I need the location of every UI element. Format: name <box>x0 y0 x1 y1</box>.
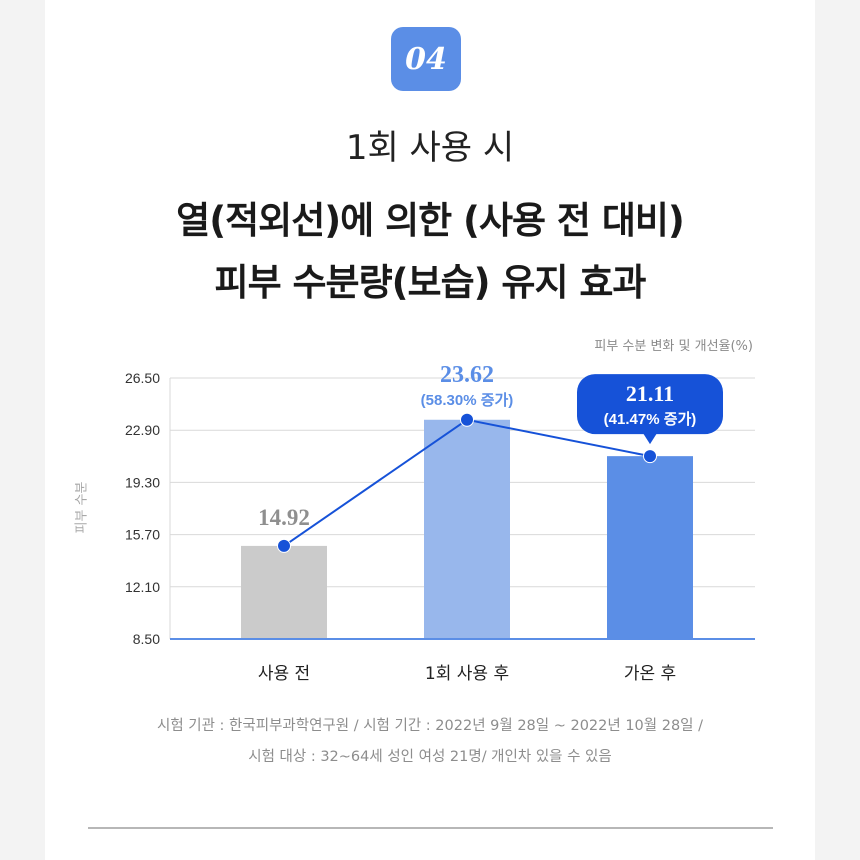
value-label: 23.62 <box>440 362 494 388</box>
data-point <box>460 412 474 427</box>
y-tick-label: 26.50 <box>125 370 160 386</box>
y-tick-label: 22.90 <box>125 422 160 438</box>
bottom-divider <box>88 827 773 829</box>
step-badge: 04 <box>391 27 461 91</box>
increase-label: (41.47% 증가) <box>604 411 697 428</box>
y-tick-label: 12.10 <box>125 579 160 595</box>
section-subtitle: 1회 사용 시 <box>345 128 515 168</box>
callout-bubble <box>577 374 723 435</box>
section-title-line-2: 피부 수분량(보습) 유지 효과 <box>214 261 647 304</box>
bar <box>241 545 327 639</box>
value-label: 21.11 <box>626 381 674 406</box>
data-point <box>277 538 291 553</box>
y-tick-label: 8.50 <box>133 631 160 647</box>
bar <box>424 419 510 639</box>
x-tick-label: 1회 사용 후 <box>425 664 509 684</box>
callout-pointer <box>643 433 657 445</box>
chart-legend-note: 피부 수분 변화 및 개선율(%) <box>594 339 753 354</box>
footnote-test-info: 시험 기관 : 한국피부과학연구원 / 시험 기간 : 2022년 9월 28일… <box>156 718 704 734</box>
footnote-subjects: 시험 대상 : 32~64세 성인 여성 21명/ 개인차 있을 수 있음 <box>248 749 612 765</box>
increase-label: (58.30% 증가) <box>421 392 514 409</box>
y-tick-label: 19.30 <box>125 474 160 490</box>
x-tick-label: 사용 전 <box>258 664 310 684</box>
data-point <box>643 449 657 464</box>
value-label: 14.92 <box>258 505 310 530</box>
bar <box>607 456 693 639</box>
x-tick-label: 가온 후 <box>624 664 676 684</box>
section-title-line-1: 열(적외선)에 의한 (사용 전 대비) <box>176 199 685 242</box>
y-tick-label: 15.70 <box>125 527 160 543</box>
